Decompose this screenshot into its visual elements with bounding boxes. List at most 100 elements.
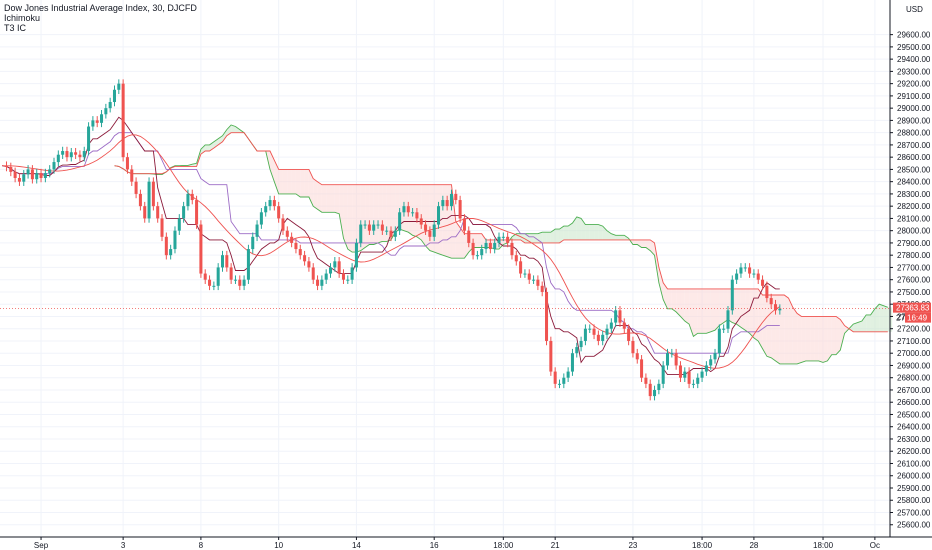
cloud-segment <box>209 141 214 152</box>
candle-body <box>39 173 43 178</box>
candle-body <box>48 169 52 174</box>
candle-body <box>156 206 160 219</box>
cloud-segment <box>861 314 867 332</box>
legend-indicator-t3[interactable]: T3 IC <box>4 23 27 33</box>
cloud-segment <box>291 169 296 194</box>
candle-body <box>22 174 26 182</box>
price-axis-label: 26500.00 <box>897 410 931 419</box>
candle-body <box>354 242 358 268</box>
cloud-segment <box>222 129 227 142</box>
price-axis-label: 28200.00 <box>897 202 931 211</box>
candle-body <box>635 353 639 360</box>
candle-body <box>225 255 229 268</box>
candle-body <box>350 267 354 280</box>
candle-body <box>216 267 220 286</box>
price-axis-label: 26300.00 <box>897 435 931 444</box>
time-axis[interactable]: Sep 3 8 10 14 16 18:00 21 23 18:00 28 18:00 Oc <box>34 537 880 550</box>
candle-body <box>328 267 333 274</box>
price-axis[interactable]: 25600.00 25700.00 25800.00 25900.00 26000.00… <box>890 31 931 530</box>
candle-body <box>532 279 536 281</box>
candle-body <box>17 177 21 182</box>
candle-body <box>56 154 60 163</box>
candle-body <box>657 383 661 390</box>
cloud-segment <box>615 235 620 240</box>
cloud-segment <box>857 321 862 332</box>
candle-body <box>562 377 566 384</box>
price-axis-label: 27200.00 <box>897 325 931 334</box>
candle-body <box>614 310 618 323</box>
candle-body <box>337 261 341 274</box>
candle-body <box>432 224 436 237</box>
candle-body <box>121 83 125 158</box>
candle-body <box>717 328 721 354</box>
cloud-segment <box>550 229 556 243</box>
cloud-segment <box>676 288 681 317</box>
time-axis-label: 18:00 <box>813 541 834 550</box>
cloud-segment <box>295 169 301 197</box>
price-tag-value: 27363.83 <box>896 304 930 313</box>
candle-body <box>303 255 307 262</box>
price-axis-label: 29400.00 <box>897 55 931 64</box>
cloud-segment <box>827 316 832 361</box>
candle-body <box>264 206 268 213</box>
cloud-segment <box>304 169 309 197</box>
cloud-segment <box>200 144 206 155</box>
cloud-segment <box>334 184 340 214</box>
price-axis-label: 29200.00 <box>897 80 931 89</box>
cloud-segment <box>831 316 836 355</box>
candle-body <box>26 169 30 175</box>
candle-body <box>761 279 765 286</box>
price-axis-label: 28300.00 <box>897 190 931 199</box>
candle-body <box>510 242 514 256</box>
time-axis-label: 18:00 <box>692 541 713 550</box>
candle-body <box>601 334 605 341</box>
price-axis-label: 27700.00 <box>897 263 931 272</box>
countdown-value: 16:49 <box>907 314 928 323</box>
candle-body <box>445 200 449 207</box>
price-axis-label: 26900.00 <box>897 361 931 370</box>
cloud-segment <box>390 184 396 240</box>
candle-body <box>640 359 644 378</box>
price-axis-label: 28700.00 <box>897 141 931 150</box>
candle-body <box>134 181 138 194</box>
candle-body <box>251 236 255 250</box>
candle-body <box>35 173 39 180</box>
legend-title[interactable]: Dow Jones Industrial Average Index, 30, … <box>4 3 197 13</box>
candle-body <box>713 353 717 360</box>
time-axis-label: 23 <box>628 541 637 550</box>
candle-body <box>506 236 510 243</box>
candle-body <box>622 322 626 329</box>
cloud-segment <box>460 227 465 259</box>
legend-indicator-ichimoku[interactable]: Ichimoku <box>4 13 41 23</box>
candle-body <box>160 218 164 237</box>
cloud-segment <box>477 233 482 248</box>
candle-body <box>151 181 155 207</box>
price-axis-label: 27900.00 <box>897 239 931 248</box>
candle-body <box>125 157 129 170</box>
cloud-segment <box>352 184 357 253</box>
cloud-segment <box>702 288 707 334</box>
candle-body <box>78 154 82 158</box>
candle-body <box>631 340 635 354</box>
candle-body <box>739 267 743 274</box>
candle-body <box>393 230 397 237</box>
candle-body <box>462 218 466 231</box>
cloud-segment <box>792 307 798 364</box>
candle-body <box>411 212 415 214</box>
cloud-segment <box>619 235 625 240</box>
cloud-segment <box>287 169 292 194</box>
candle-body <box>415 212 419 219</box>
candle-body <box>540 285 544 292</box>
candle-body <box>143 206 147 219</box>
candle-body <box>100 114 104 123</box>
candle-body <box>91 120 95 127</box>
candle-body <box>61 151 65 155</box>
price-axis-label: 25900.00 <box>897 484 931 493</box>
candle-body <box>773 304 778 311</box>
candle-body <box>13 171 17 178</box>
candle-body <box>65 151 69 158</box>
cloud-segment <box>282 169 288 194</box>
price-axis-label: 27500.00 <box>897 288 931 297</box>
candle-body <box>484 242 488 250</box>
